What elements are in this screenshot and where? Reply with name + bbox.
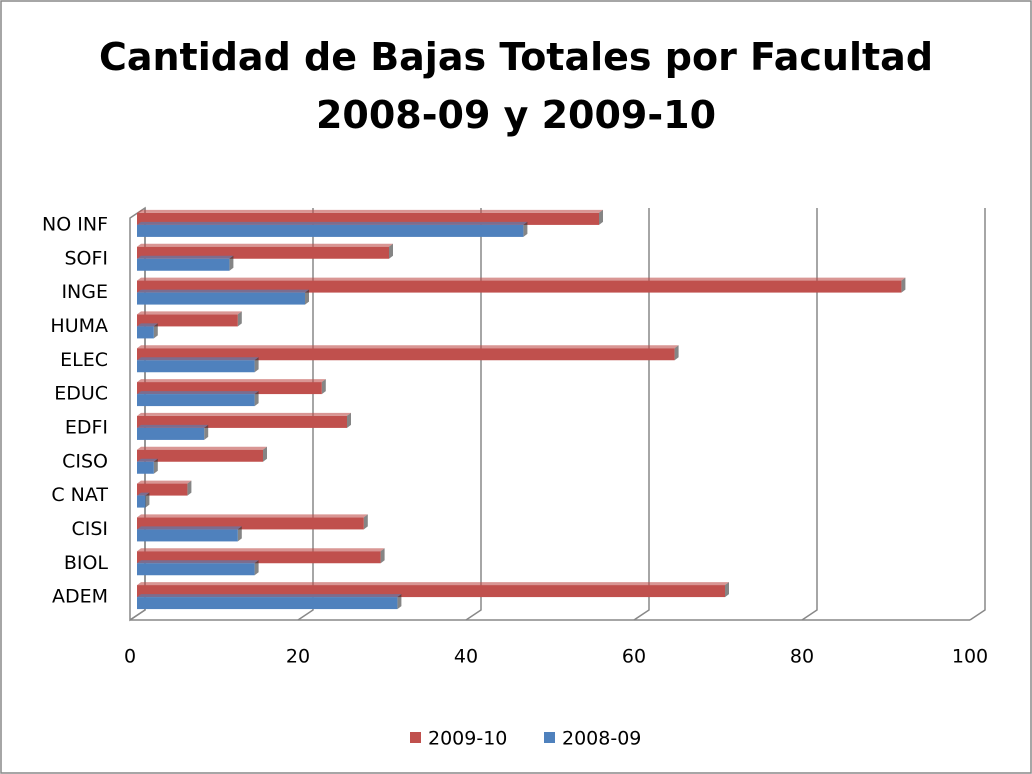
bar-top xyxy=(137,548,385,552)
x-tick-label: 80 xyxy=(790,646,814,668)
bar-side xyxy=(204,424,209,440)
bar-top xyxy=(137,514,368,518)
bar-top xyxy=(137,446,267,450)
legend-label: 2009-10 xyxy=(428,728,507,750)
bar-top xyxy=(137,582,729,586)
bar-side xyxy=(725,582,729,598)
bar xyxy=(137,394,255,407)
bar-side xyxy=(187,480,192,496)
bar xyxy=(137,224,524,237)
bar-top xyxy=(137,424,209,428)
bar-top xyxy=(137,221,528,225)
bar-side xyxy=(363,514,368,530)
bar xyxy=(137,449,263,462)
grid-line xyxy=(297,208,314,621)
bar xyxy=(137,348,675,361)
x-tick-label: 0 xyxy=(124,646,136,668)
bar-side xyxy=(229,255,234,271)
y-tick-label: EDFI xyxy=(65,416,108,438)
x-tick-label: 100 xyxy=(952,646,988,668)
y-tick-label: C NAT xyxy=(51,484,108,506)
bar xyxy=(137,529,238,542)
bar-top xyxy=(137,480,192,484)
bar-side xyxy=(305,289,309,305)
bar-side xyxy=(254,357,259,373)
bar-top xyxy=(137,492,150,496)
bar-side xyxy=(389,243,393,259)
bar-top xyxy=(137,311,242,315)
y-tick-label: CISO xyxy=(62,450,108,472)
bar-top xyxy=(137,526,242,530)
bar-side xyxy=(523,221,528,237)
grid-line xyxy=(633,208,650,621)
bar xyxy=(137,314,238,327)
bar-side xyxy=(901,277,906,293)
y-tick-label: HUMA xyxy=(50,315,108,337)
y-tick-label: INGE xyxy=(61,281,108,303)
bar xyxy=(137,280,902,293)
y-tick-label: SOFI xyxy=(64,247,108,269)
bar-side xyxy=(153,323,158,339)
bar-top xyxy=(137,458,158,462)
chart-title: Cantidad de Bajas Totales por Facultad 2… xyxy=(98,35,934,137)
bar-top xyxy=(137,560,259,564)
legend-label: 2008-09 xyxy=(562,728,641,750)
bar-side xyxy=(237,311,242,327)
x-tick-label: 20 xyxy=(286,646,310,668)
bar-side xyxy=(254,560,259,576)
legend-swatch xyxy=(410,732,421,743)
bar-side xyxy=(237,526,242,542)
y-tick-label: NO INF xyxy=(42,213,108,235)
bar-side xyxy=(599,209,603,225)
bar-side xyxy=(674,345,679,361)
bar-top xyxy=(137,379,326,383)
bar-side xyxy=(321,379,326,395)
bar-top xyxy=(137,289,309,293)
bar xyxy=(137,495,146,508)
bar-side xyxy=(263,446,267,462)
bar xyxy=(137,427,205,440)
x-tick-label: 60 xyxy=(622,646,646,668)
bar-top xyxy=(137,209,603,213)
bar-top xyxy=(137,243,393,247)
y-tick-label: CISI xyxy=(71,518,108,540)
x-tick-label: 40 xyxy=(454,646,478,668)
bar xyxy=(137,360,255,373)
bar-top xyxy=(137,357,259,361)
bar xyxy=(137,563,255,576)
bar-top xyxy=(137,277,906,281)
bar-top xyxy=(137,391,259,395)
bar xyxy=(137,258,230,271)
y-tick-label: BIOL xyxy=(64,552,109,574)
grid-line xyxy=(129,208,146,621)
grid-line xyxy=(969,208,986,621)
bar-side xyxy=(153,458,158,474)
grid-line xyxy=(801,208,818,621)
bar xyxy=(137,326,154,339)
bar-top xyxy=(137,594,402,598)
bar-side xyxy=(380,548,385,564)
bar-top xyxy=(137,323,158,327)
bar xyxy=(137,483,188,496)
y-tick-label: ADEM xyxy=(52,586,108,608)
bar-side xyxy=(145,492,150,508)
bar-side xyxy=(397,594,402,610)
legend-swatch xyxy=(544,732,555,743)
bar-side xyxy=(347,412,351,428)
bar xyxy=(137,461,154,474)
bar-top xyxy=(137,255,234,259)
bar-side xyxy=(254,391,259,407)
bar-top xyxy=(137,345,679,349)
bar-top xyxy=(137,412,351,416)
bar xyxy=(137,292,305,305)
bar xyxy=(137,597,398,610)
y-tick-label: ELEC xyxy=(60,349,108,371)
y-tick-label: EDUC xyxy=(54,383,108,405)
grid-line xyxy=(465,208,482,621)
